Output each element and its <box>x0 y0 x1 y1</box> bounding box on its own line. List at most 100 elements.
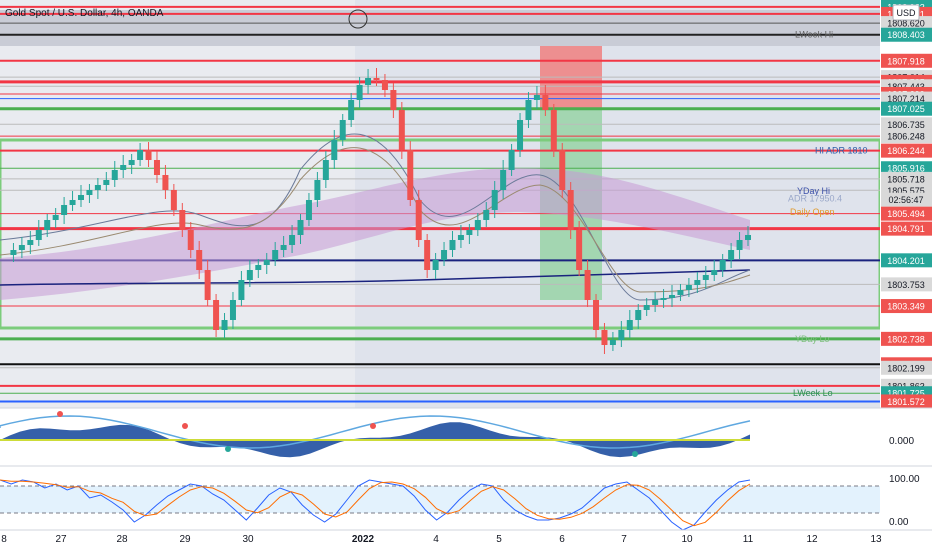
price-tag-label: 1804.791 <box>887 224 925 234</box>
candle-body <box>44 220 51 230</box>
candle-body <box>441 250 448 260</box>
time-tick: 4 <box>433 534 439 545</box>
price-tag <box>881 360 932 375</box>
wave-dot <box>370 423 376 429</box>
candle-body <box>576 230 583 270</box>
annotation-label: LWeek Lo <box>793 388 833 398</box>
price-tag <box>881 27 932 42</box>
candle-body <box>381 80 388 90</box>
candle-body <box>61 205 68 215</box>
wave-signal <box>0 415 751 449</box>
candle-body <box>736 240 743 250</box>
candle-body <box>322 160 329 180</box>
currency-label: USD <box>896 8 916 18</box>
price-tag <box>881 277 932 292</box>
candle-body <box>500 170 507 190</box>
candle-body <box>94 185 101 190</box>
time-tick: 27 <box>55 534 67 545</box>
candle-body <box>305 200 312 220</box>
candle-body <box>111 170 118 180</box>
candle-body <box>137 150 144 160</box>
candle-body <box>643 305 650 310</box>
candle-body <box>255 265 262 270</box>
price-tag <box>881 253 932 268</box>
ma-line <box>0 269 751 286</box>
candle-body <box>120 165 127 170</box>
candle-body <box>432 260 439 270</box>
price-tag-label: 1805.718 <box>887 174 925 184</box>
time-tick: 8 <box>1 534 7 545</box>
candle-body <box>213 300 220 330</box>
candle-body <box>196 250 203 270</box>
time-tick: 7 <box>621 534 627 545</box>
candle-body <box>339 120 346 140</box>
candle-body <box>449 240 456 250</box>
price-tag-label: 1807.025 <box>887 104 925 114</box>
price-tag-label: 1807.918 <box>887 56 925 66</box>
price-tag-label: 1805.916 <box>887 164 925 174</box>
price-tag <box>881 221 932 236</box>
candle-body <box>635 310 642 320</box>
candle-body <box>550 110 557 150</box>
candle-body <box>618 330 625 340</box>
stoch-level-0: 0.00 <box>889 517 909 528</box>
candle-body <box>508 150 515 170</box>
candle-body <box>652 300 659 305</box>
candle-body <box>27 240 34 245</box>
horizontal-levels <box>0 5 880 403</box>
candle-body <box>10 250 17 255</box>
candle-body <box>601 330 608 345</box>
candle-body <box>170 190 177 210</box>
time-axis[interactable]: 8 27 28 29 30 2022 4 5 6 7 10 11 12 13 <box>1 534 882 545</box>
candle-body <box>567 190 574 230</box>
candle-body <box>272 250 279 260</box>
candle-body <box>669 295 676 298</box>
price-tag-label: 1807.214 <box>887 94 925 104</box>
candle-body <box>609 340 616 345</box>
ema-cloud <box>0 168 750 300</box>
candle-body <box>145 150 152 160</box>
price-tag-label: 1806.248 <box>887 132 925 142</box>
price-tag-label: 1806.735 <box>887 120 925 130</box>
wave-dot <box>632 451 638 457</box>
candle-body <box>491 190 498 210</box>
price-tag <box>881 299 932 314</box>
candle-body <box>728 250 735 260</box>
price-tag <box>881 394 932 409</box>
stoch-k <box>0 479 751 531</box>
price-tag <box>881 171 932 186</box>
price-tag-label: 1808.620 <box>887 19 925 29</box>
price-tag-label: 1801.572 <box>887 397 925 407</box>
candle-body <box>246 270 253 280</box>
wave-dot <box>57 411 63 417</box>
time-tick: 30 <box>242 534 254 545</box>
wave-dot <box>182 423 188 429</box>
time-tick: 10 <box>681 534 693 545</box>
time-tick: 12 <box>806 534 818 545</box>
candle-body <box>593 300 600 330</box>
currency-button[interactable] <box>892 4 920 21</box>
time-tick: 28 <box>116 534 128 545</box>
candle-body <box>719 260 726 270</box>
stochastic <box>0 479 751 531</box>
candle-body <box>221 320 228 330</box>
wave-dot <box>225 446 231 452</box>
price-tag <box>881 331 932 346</box>
candle-body <box>415 200 422 240</box>
oscillator-value: 0.000 <box>889 436 914 447</box>
price-tag-label: 1801.725 <box>887 389 925 399</box>
stoch-level-100: 100.00 <box>889 474 920 485</box>
price-tag-label: 02:56:47 <box>888 195 923 205</box>
candle-body <box>694 280 701 285</box>
price-tag-label: 1803.753 <box>887 280 925 290</box>
price-tag-label: 1805.575 <box>887 186 925 196</box>
candle-body <box>517 120 524 150</box>
candle-body <box>466 230 473 235</box>
candle-body <box>238 280 245 300</box>
price-tag <box>881 206 932 221</box>
candle-body <box>626 320 633 330</box>
candle-body <box>179 210 186 230</box>
candle-body <box>314 180 321 200</box>
